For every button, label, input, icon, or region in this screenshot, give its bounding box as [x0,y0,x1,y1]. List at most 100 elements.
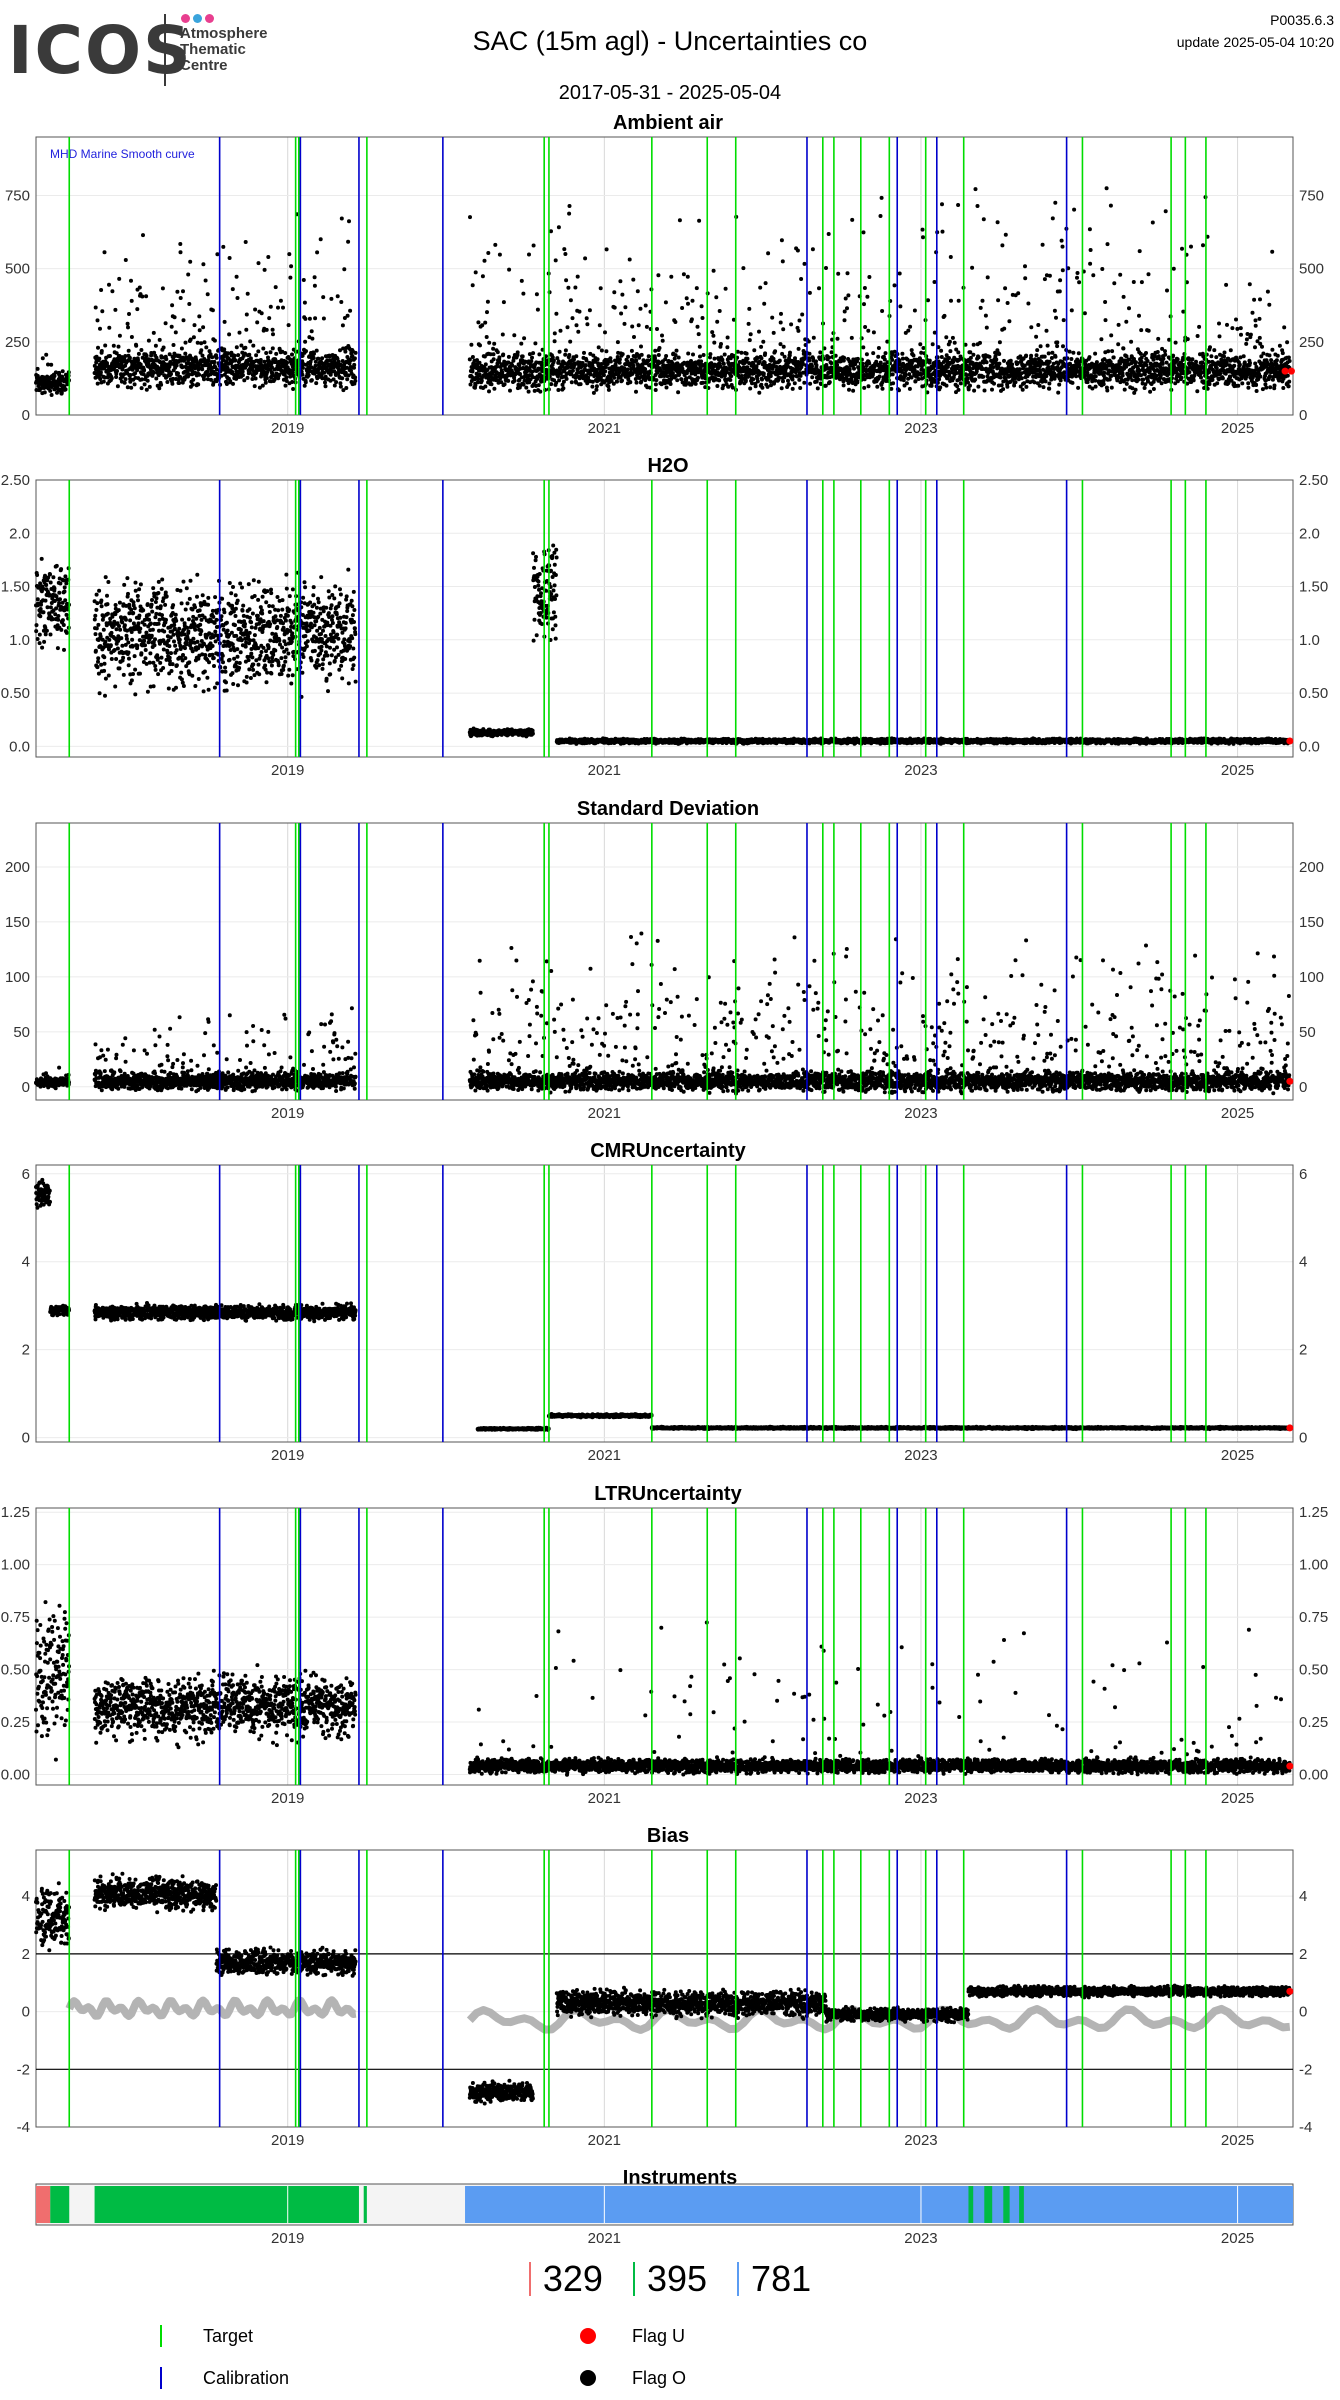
x-tick-label: 2023 [904,420,937,437]
data-point [1087,227,1092,232]
data-point [723,286,728,291]
data-point [221,244,226,249]
data-point [345,377,350,382]
data-point [739,350,744,355]
data-point [52,374,57,378]
data-point [903,373,908,378]
data-point [994,357,999,362]
data-point [1260,387,1265,392]
data-point [1163,352,1168,357]
data-point [681,272,686,277]
data-point [1047,381,1052,386]
data-point [178,296,183,300]
data-point [1163,209,1168,214]
data-point [663,300,668,305]
data-point [206,358,211,363]
data-point [329,296,334,301]
data-point [880,386,885,391]
data-point [340,376,345,381]
data-point [334,380,339,385]
data-point [680,306,685,310]
data-point [1253,318,1258,323]
data-point [741,266,746,271]
data-point [493,242,498,247]
data-point [766,251,771,256]
data-point [113,307,118,312]
data-point [129,385,134,390]
data-point [35,366,40,371]
data-point [212,338,217,343]
data-point [146,338,151,343]
data-point [802,261,807,266]
data-point [180,365,185,370]
data-point [468,382,473,387]
data-point [956,387,961,392]
data-point [981,217,986,222]
data-point [129,335,134,339]
data-point [630,324,635,329]
data-point [939,348,944,353]
data-point [807,358,812,363]
data-point [284,375,289,380]
data-point [676,390,681,395]
data-point [818,350,823,355]
data-point [955,384,960,389]
data-point [268,304,273,309]
data-point [900,356,905,361]
data-point [1087,355,1092,360]
data-point [1040,242,1045,247]
data-point [699,304,704,309]
data-point [176,371,180,376]
data-point [1253,323,1258,328]
data-point [712,340,717,345]
data-point [301,278,306,282]
data-point [128,376,133,381]
data-point [191,335,196,340]
data-point [558,328,563,333]
data-point [711,333,716,338]
data-point [938,385,943,390]
data-point [747,306,752,311]
data-point [847,387,851,392]
data-point [708,352,713,357]
data-point [842,318,847,323]
data-point [817,286,821,291]
data-point [1093,378,1098,383]
data-point [587,308,592,313]
data-point [722,352,727,357]
data-point [115,384,120,389]
data-point [709,361,714,366]
data-point [606,387,611,392]
data-point [790,386,795,391]
data-point [669,274,674,279]
data-point [128,379,133,384]
data-point [876,346,881,350]
data-point [283,351,288,355]
data-point [1069,357,1074,361]
data-point [314,381,319,386]
data-point [147,384,152,389]
data-point [1103,318,1108,323]
data-point [348,308,353,313]
data-point [1046,351,1051,356]
data-point [715,319,720,324]
data-point [146,361,151,366]
data-point [768,379,773,384]
data-point [797,377,802,382]
data-point [1074,374,1079,379]
data-point [1209,354,1214,359]
data-point [883,351,888,356]
data-point [664,354,669,358]
data-point [660,333,664,338]
data-point [646,358,651,363]
data-point [500,370,505,375]
data-point [199,341,204,346]
data-point [878,214,883,218]
data-point [159,382,164,387]
data-point [237,330,242,335]
data-point [274,351,279,356]
data-point [281,305,285,310]
data-point [763,351,768,356]
data-point [973,377,978,382]
data-point [906,328,911,333]
